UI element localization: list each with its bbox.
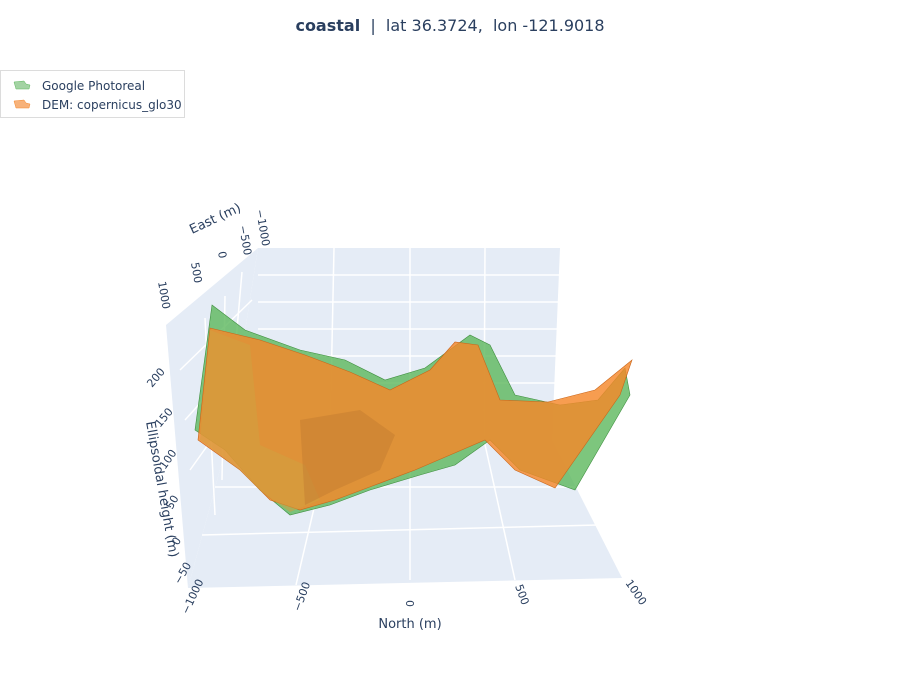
legend-item-photoreal[interactable]: Google Photoreal (13, 77, 145, 95)
z-tick-label: 200 (144, 365, 167, 389)
y-axis-ticks: 1000 500 0 −500 −1000 (155, 208, 272, 310)
x-axis-title: North (m) (378, 617, 441, 632)
legend-item-dem[interactable]: DEM: copernicus_glo30 (13, 96, 182, 114)
y-tick-label: −1000 (253, 208, 272, 247)
y-tick-label: 500 (188, 261, 204, 284)
x-tick-label: 0 (403, 600, 416, 607)
chart-title: coastal | lat 36.3724, lon -121.9018 (0, 16, 900, 35)
chart-title-coords: lat 36.3724, lon -121.9018 (385, 16, 605, 35)
y-tick-label: 0 (215, 250, 229, 259)
y-axis-title: East (m) (187, 201, 243, 238)
surface-dem[interactable] (197, 327, 633, 512)
chart-title-site: coastal (295, 16, 361, 35)
z-axis-title: Ellipsoidal height (m) (142, 420, 181, 558)
surface-dem-shade (200, 330, 320, 512)
z-tick-label: 50 (163, 493, 181, 512)
legend-swatch-dem (13, 99, 31, 109)
legend-label-dem: DEM: copernicus_glo30 (42, 98, 182, 112)
x-tick-label: 500 (512, 583, 531, 607)
surface-dem-shade-2 (300, 410, 395, 505)
x-tick-label: 1000 (623, 577, 650, 607)
y-tick-label: −500 (236, 224, 254, 256)
chart-title-separator: | (370, 16, 376, 35)
legend-swatch-photoreal (13, 80, 31, 90)
surface-dem-body[interactable] (197, 327, 633, 511)
y-tick-label: 1000 (155, 280, 173, 310)
legend: Google Photoreal DEM: copernicus_glo30 (0, 70, 185, 118)
legend-label-photoreal: Google Photoreal (42, 79, 146, 93)
